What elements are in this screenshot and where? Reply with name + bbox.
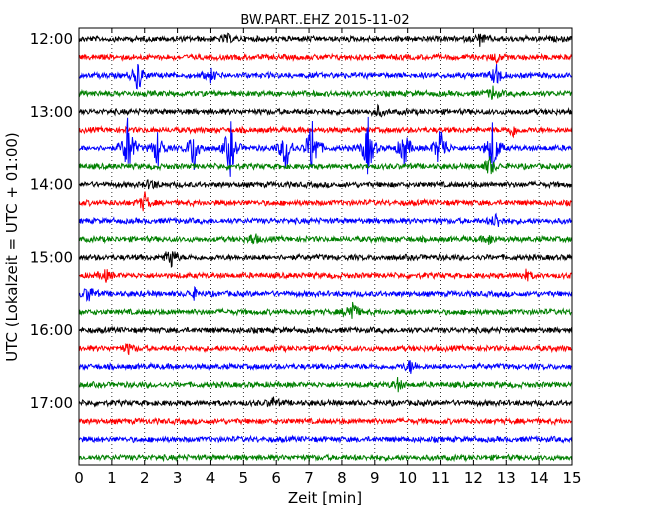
seismogram-trace	[78, 268, 573, 283]
seismogram-trace	[78, 376, 573, 393]
x-tick-label: 5	[239, 469, 249, 487]
seismogram-trace	[78, 233, 573, 245]
x-tick-label: 8	[337, 469, 347, 487]
seismogram-trace	[78, 156, 573, 175]
x-tick-label: 14	[530, 469, 549, 487]
x-tick-label: 0	[74, 469, 84, 487]
seismogram-trace	[78, 251, 573, 269]
y-tick-label: 16:00	[30, 321, 73, 339]
plot-frame	[78, 27, 573, 466]
seismogram-trace	[78, 434, 573, 444]
x-tick-label: 13	[497, 469, 516, 487]
seismogram-trace	[78, 285, 573, 302]
x-axis: 0 1 2 3 4 5 6 7 8 9 10 11 12 13 14 15	[74, 28, 582, 487]
grid	[111, 28, 540, 465]
seismogram-trace	[78, 191, 572, 212]
y-tick-label: 13:00	[30, 103, 73, 121]
seismogram-trace	[78, 212, 573, 227]
seismogram-trace	[78, 103, 573, 118]
x-tick-label: 12	[464, 469, 483, 487]
x-tick-label: 7	[304, 469, 314, 487]
x-tick-label: 10	[398, 469, 417, 487]
seismogram-trace	[78, 396, 573, 408]
y-axis-label: UTC (Lokalzeit = UTC + 01:00)	[3, 132, 21, 362]
x-tick-label: 9	[370, 469, 380, 487]
seismogram-trace	[78, 325, 573, 335]
seismogram-trace	[78, 32, 573, 47]
seismogram-trace	[78, 63, 573, 90]
y-tick-label: 15:00	[30, 248, 73, 266]
seismogram-trace	[78, 416, 572, 427]
seismogram-trace	[78, 453, 573, 463]
x-tick-label: 2	[140, 469, 150, 487]
x-tick-label: 3	[173, 469, 183, 487]
seismogram-trace	[78, 52, 573, 66]
y-axis: 12:00 13:00 14:00 15:00 16:00 17:00	[30, 30, 572, 412]
traces	[78, 32, 573, 463]
seismogram-trace	[78, 343, 573, 356]
x-tick-label: 6	[271, 469, 281, 487]
x-tick-label: 1	[107, 469, 117, 487]
y-tick-label: 12:00	[30, 30, 73, 48]
seismogram-trace	[78, 360, 572, 374]
x-axis-label: Zeit [min]	[288, 489, 362, 507]
seismogram-trace	[78, 301, 572, 319]
x-tick-label: 11	[431, 469, 450, 487]
x-tick-label: 4	[206, 469, 216, 487]
chart-title: BW.PART..EHZ 2015-11-02	[240, 13, 409, 28]
seismogram-trace	[78, 125, 573, 139]
y-tick-label: 14:00	[30, 176, 73, 194]
x-tick-label: 15	[562, 469, 581, 487]
y-tick-label: 17:00	[30, 394, 73, 412]
seismogram-trace	[78, 85, 573, 100]
seismogram-trace	[78, 179, 572, 190]
